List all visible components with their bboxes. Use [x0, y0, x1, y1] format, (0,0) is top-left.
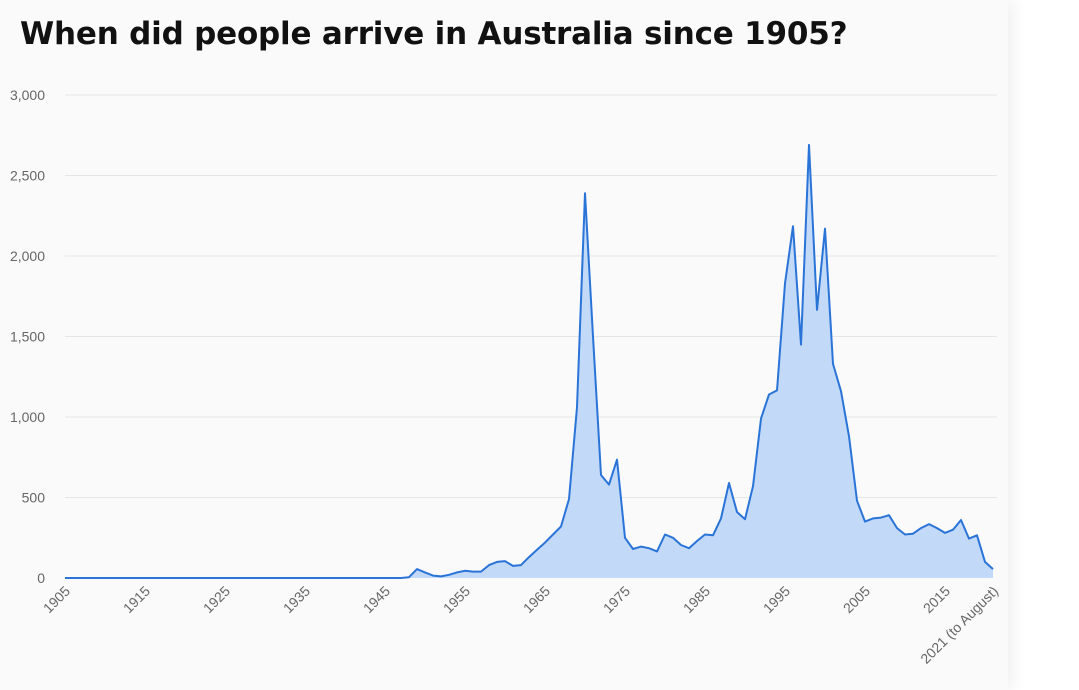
x-tick-label: 1925 — [200, 583, 233, 616]
y-tick-label: 1,500 — [10, 329, 45, 345]
y-tick-label: 0 — [37, 570, 45, 586]
y-tick-label: 1,000 — [10, 409, 45, 425]
data-line — [65, 143, 994, 579]
x-tick-label: 1965 — [520, 583, 553, 616]
y-tick-label: 2,500 — [10, 168, 45, 184]
x-tick-label: 1905 — [40, 583, 73, 616]
x-tick-label: 1935 — [280, 583, 313, 616]
x-tick-label: 2015 — [920, 583, 953, 616]
y-tick-label: 2,000 — [10, 248, 45, 264]
x-tick-label: 1975 — [600, 583, 633, 616]
gridlines — [65, 94, 997, 498]
x-tick-label: 1995 — [760, 583, 793, 616]
x-tick-label: 1915 — [120, 583, 153, 616]
chart-card: When did people arrive in Australia sinc… — [9, 16, 1002, 667]
x-axis-labels: 1905 1915 1925 1935 1945 1955 1965 1975 1985 1995… — [40, 583, 1001, 667]
y-axis-labels: 0 500 1,000 1,500 2,000 2,500 3,000 — [10, 87, 45, 586]
x-tick-label: 1945 — [360, 583, 393, 616]
x-tick-label: 1985 — [680, 583, 713, 616]
area-fill — [65, 144, 993, 578]
x-tick-label: 1955 — [440, 583, 473, 616]
chart-title: When did people arrive in Australia sinc… — [20, 16, 848, 52]
y-tick-label: 500 — [22, 490, 46, 506]
x-tick-label: 2005 — [840, 583, 873, 616]
y-tick-label: 3,000 — [10, 87, 45, 103]
